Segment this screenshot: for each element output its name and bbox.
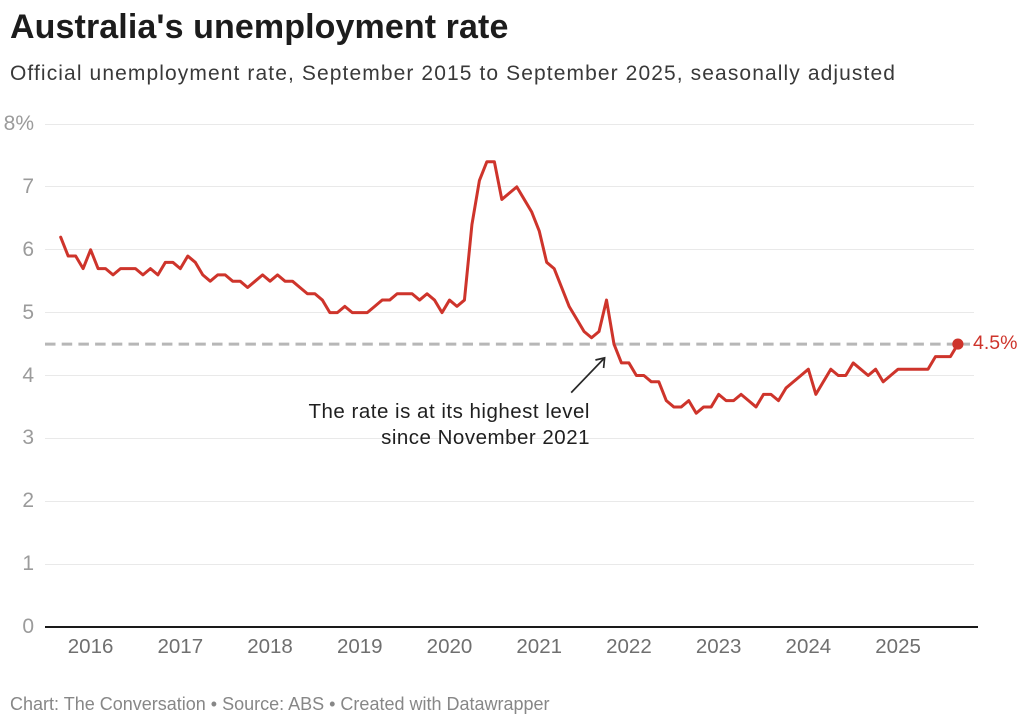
y-tick-label-8: 8%: [3, 112, 34, 135]
x-tick-label-2025: 2025: [875, 634, 921, 658]
x-tick-label-2016: 2016: [67, 634, 114, 658]
annotation-line1: The rate is at its highest level: [308, 399, 590, 423]
y-tick-label-0: 0: [22, 615, 34, 638]
x-tick-label-2020: 2020: [426, 634, 473, 658]
y-tick-label-1: 1: [22, 552, 34, 576]
x-tick-label-2023: 2023: [695, 634, 742, 658]
y-tick-label-7: 7: [22, 174, 34, 198]
y-tick-label-5: 5: [22, 300, 34, 324]
annotation-arrowhead: [595, 356, 606, 369]
end-point-dot: [952, 338, 964, 350]
y-tick-label-3: 3: [22, 426, 34, 450]
x-tick-label-2018: 2018: [247, 634, 293, 658]
y-tick-label-6: 6: [22, 237, 34, 261]
x-tick-label-2024: 2024: [785, 634, 832, 658]
annotation-line2: since November 2021: [381, 425, 590, 449]
y-tick-label-2: 2: [22, 489, 34, 513]
end-value-label: 4.5%: [973, 331, 1018, 354]
x-tick-label-2022: 2022: [606, 634, 652, 658]
annotation-text: The rate is at its highest level since N…: [309, 399, 591, 452]
x-tick-label-2019: 2019: [336, 634, 383, 658]
x-tick-label-2017: 2017: [157, 634, 204, 658]
annotation-arrow: [570, 357, 606, 394]
chart-title: Australia's unemployment rate: [10, 8, 509, 46]
x-tick-label-2021: 2021: [516, 634, 562, 658]
unemployment-line: [59, 160, 960, 415]
y-tick-label-4: 4: [22, 363, 34, 387]
chart-subtitle: Official unemployment rate, September 20…: [10, 62, 897, 85]
chart-byline: Chart: The Conversation • Source: ABS • …: [10, 694, 550, 714]
